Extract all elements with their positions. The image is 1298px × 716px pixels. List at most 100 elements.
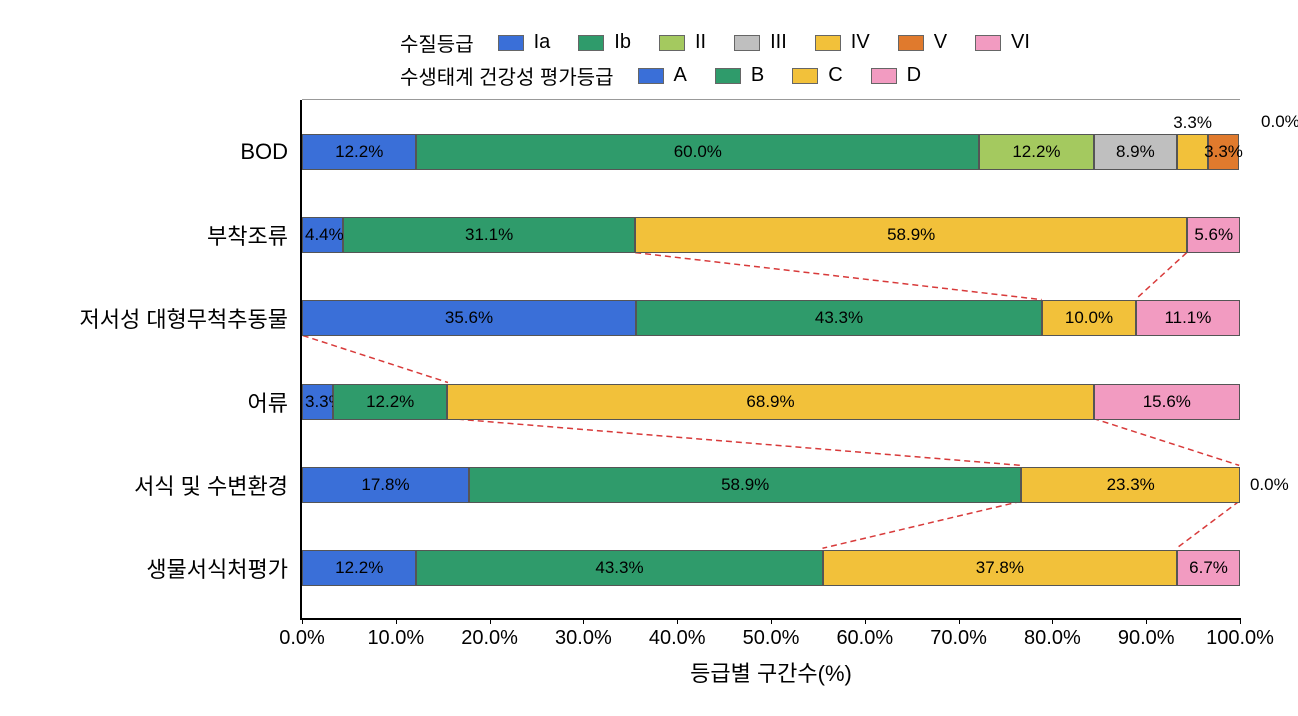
swatch-II bbox=[659, 35, 685, 51]
segment-label: 3.3% bbox=[1204, 142, 1243, 162]
segment-label: 12.2% bbox=[335, 558, 383, 578]
category-label: 저서성 대형무척추동물 bbox=[79, 302, 288, 334]
legend-label-A: A bbox=[674, 64, 687, 87]
segment-label: 58.9% bbox=[721, 475, 769, 495]
segment-label: 6.7% bbox=[1189, 558, 1228, 578]
bar-segment-C: 37.8% bbox=[823, 550, 1178, 586]
x-tick: 0.0% bbox=[279, 627, 325, 650]
segment-label: 4.4% bbox=[305, 225, 344, 245]
segment-label: 3.3% bbox=[1173, 113, 1212, 133]
legend-label-Ib: Ib bbox=[614, 31, 631, 54]
chart-container: 수질등급 Ia Ib II III IV V VI 수생태계 건강성 평가등급 … bbox=[0, 0, 1298, 716]
bar-row: 12.2%60.0%12.2%8.9%3.3%3.3%0.0% bbox=[302, 134, 1240, 170]
x-tick: 50.0% bbox=[743, 627, 800, 650]
bar-segment-C: 10.0% bbox=[1042, 300, 1136, 336]
bar-segment-D: 11.1% bbox=[1136, 300, 1240, 336]
segment-label: 12.2% bbox=[366, 392, 414, 412]
swatch-A bbox=[638, 68, 664, 84]
bar-segment-C: 68.9% bbox=[447, 384, 1093, 420]
x-tick: 30.0% bbox=[555, 627, 612, 650]
x-tick: 70.0% bbox=[930, 627, 987, 650]
segment-label: 68.9% bbox=[746, 392, 794, 412]
x-tick: 60.0% bbox=[836, 627, 893, 650]
segment-label: 35.6% bbox=[445, 308, 493, 328]
legend-title-water: 수질등급 bbox=[400, 28, 474, 57]
segment-label: 23.3% bbox=[1107, 475, 1155, 495]
segment-label: 5.6% bbox=[1194, 225, 1233, 245]
segment-label: 11.1% bbox=[1164, 308, 1211, 328]
x-tick: 40.0% bbox=[649, 627, 706, 650]
swatch-III bbox=[734, 35, 760, 51]
bar-row: 17.8%58.9%23.3%0.0% bbox=[302, 467, 1240, 503]
bar-segment-C: 23.3% bbox=[1021, 467, 1240, 503]
bar-row: 4.4% 31.1% 58.9% 5.6% bbox=[302, 217, 1240, 253]
bar-segment-III: 8.9% bbox=[1094, 134, 1177, 170]
bar-segment-D: 15.6% bbox=[1094, 384, 1240, 420]
segment-label: 12.2% bbox=[1012, 142, 1060, 162]
legend: 수질등급 Ia Ib II III IV V VI 수생태계 건강성 평가등급 … bbox=[400, 28, 1048, 94]
bar-segment-B: 58.9% bbox=[469, 467, 1021, 503]
bar-row: 3.3% 12.2% 68.9% 15.6% bbox=[302, 384, 1240, 420]
bar-segment-V: 3.3% bbox=[1208, 134, 1239, 170]
bar-segment-B: 43.3% bbox=[416, 550, 822, 586]
legend-row-water: 수질등급 Ia Ib II III IV V VI bbox=[400, 28, 1048, 57]
segment-label: 37.8% bbox=[976, 558, 1024, 578]
bar-segment-Ia: 12.2% bbox=[302, 134, 416, 170]
plot-area: 등급별 구간수(%) 0.0%10.0%20.0%30.0%40.0%50.0%… bbox=[300, 100, 1240, 620]
x-tick: 10.0% bbox=[367, 627, 424, 650]
x-tick: 80.0% bbox=[1024, 627, 1081, 650]
bar-segment-B: 12.2% bbox=[333, 384, 447, 420]
x-tick: 90.0% bbox=[1118, 627, 1175, 650]
category-label: BOD bbox=[240, 139, 288, 165]
category-label: 생물서식처평가 bbox=[146, 552, 288, 584]
category-label: 서식 및 수변환경 bbox=[134, 469, 288, 501]
legend-label-C: C bbox=[828, 64, 842, 87]
bar-segment-D: 5.6% bbox=[1187, 217, 1240, 253]
swatch-B bbox=[715, 68, 741, 84]
legend-row-eco: 수생태계 건강성 평가등급 A B C D bbox=[400, 61, 1048, 90]
swatch-IV bbox=[815, 35, 841, 51]
legend-label-III: III bbox=[770, 31, 787, 54]
swatch-C bbox=[792, 68, 818, 84]
bar-segment-A: 17.8% bbox=[302, 467, 469, 503]
swatch-VI bbox=[975, 35, 1001, 51]
bar-segment-C: 58.9% bbox=[635, 217, 1187, 253]
segment-label: 8.9% bbox=[1116, 142, 1155, 162]
x-tick: 100.0% bbox=[1206, 627, 1274, 650]
bar-segment-A: 35.6% bbox=[302, 300, 636, 336]
callout-lines bbox=[302, 100, 1240, 618]
x-tick: 20.0% bbox=[461, 627, 518, 650]
segment-label: 0.0% bbox=[1250, 475, 1289, 495]
bar-row: 12.2% 43.3% 37.8% 6.7% bbox=[302, 550, 1240, 586]
legend-label-IV: IV bbox=[851, 31, 870, 54]
segment-label: 43.3% bbox=[595, 558, 643, 578]
bar-segment-A: 4.4% bbox=[302, 217, 343, 253]
legend-label-II: II bbox=[695, 31, 706, 54]
bar-segment-Ib: 60.0% bbox=[416, 134, 979, 170]
segment-label: 31.1% bbox=[465, 225, 513, 245]
bar-segment-A: 12.2% bbox=[302, 550, 416, 586]
bar-segment-II: 12.2% bbox=[979, 134, 1093, 170]
segment-label: 17.8% bbox=[361, 475, 409, 495]
swatch-V bbox=[898, 35, 924, 51]
bar-segment-A: 3.3% bbox=[302, 384, 333, 420]
segment-label: 43.3% bbox=[815, 308, 863, 328]
swatch-Ia bbox=[498, 35, 524, 51]
legend-label-Ia: Ia bbox=[534, 31, 551, 54]
bar-row: 35.6% 43.3% 10.0% 11.1% bbox=[302, 300, 1240, 336]
bar-segment-IV: 3.3% bbox=[1177, 134, 1208, 170]
legend-label-B: B bbox=[751, 64, 764, 87]
legend-label-V: V bbox=[934, 31, 947, 54]
legend-label-D: D bbox=[907, 64, 921, 87]
swatch-D bbox=[871, 68, 897, 84]
category-label: 부착조류 bbox=[207, 219, 288, 251]
legend-label-VI: VI bbox=[1011, 31, 1030, 54]
swatch-Ib bbox=[578, 35, 604, 51]
segment-label: 60.0% bbox=[674, 142, 722, 162]
bar-segment-B: 43.3% bbox=[636, 300, 1042, 336]
category-label: 어류 bbox=[248, 386, 288, 418]
segment-label: 15.6% bbox=[1143, 392, 1191, 412]
legend-title-eco: 수생태계 건강성 평가등급 bbox=[400, 61, 614, 90]
segment-label: 10.0% bbox=[1065, 308, 1113, 328]
segment-label: 12.2% bbox=[335, 142, 383, 162]
